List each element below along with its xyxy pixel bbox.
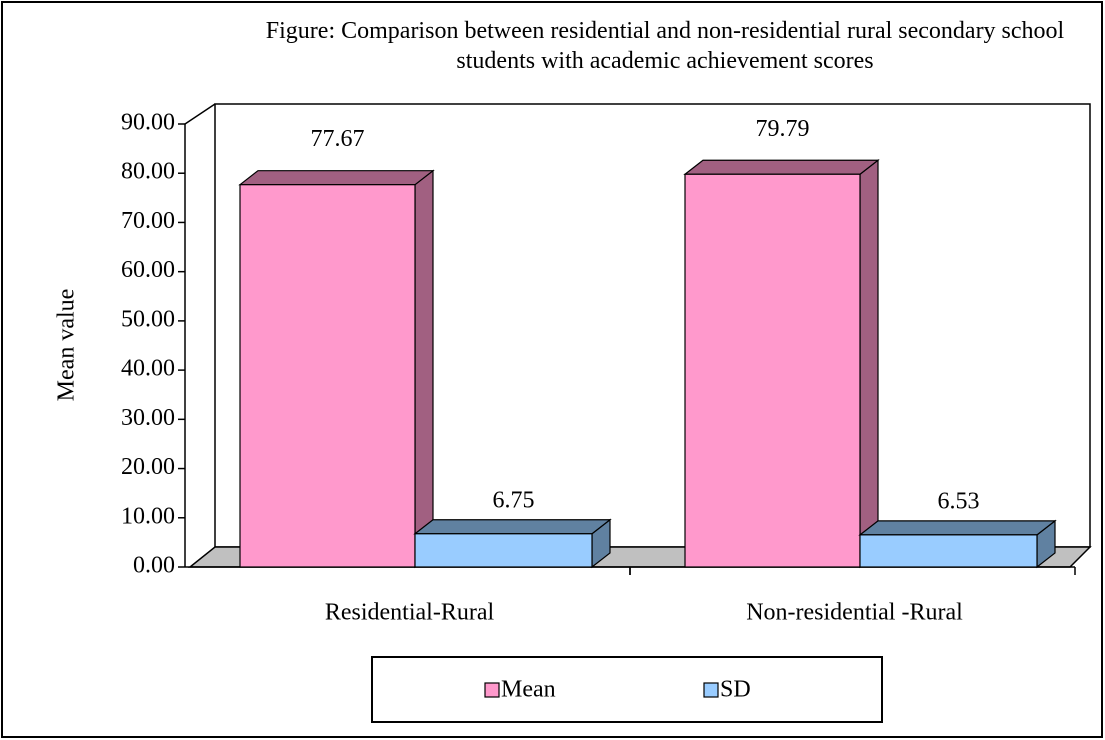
legend-swatch xyxy=(484,682,500,698)
chart-title: Figure: Comparison between residential a… xyxy=(265,18,1065,74)
bar xyxy=(859,534,1038,568)
data-label: 79.79 xyxy=(756,116,810,142)
y-tick-label: 10.00 xyxy=(121,503,175,529)
data-label: 6.53 xyxy=(938,488,980,514)
y-tick-label: 60.00 xyxy=(121,257,175,283)
y-tick-label: 80.00 xyxy=(121,159,175,185)
legend-swatch xyxy=(703,682,719,698)
bar xyxy=(684,173,861,568)
y-tick-label: 90.00 xyxy=(121,110,175,136)
bar-side xyxy=(414,169,434,569)
data-label: 77.67 xyxy=(311,126,365,152)
y-tick-label: 40.00 xyxy=(121,356,175,382)
side-wall xyxy=(184,103,216,125)
y-tick-label: 70.00 xyxy=(121,208,175,234)
legend-label: SD xyxy=(720,677,751,703)
bar-side xyxy=(859,159,879,569)
legend-box xyxy=(371,656,883,723)
data-label: 6.75 xyxy=(493,487,535,513)
y-tick-label: 50.00 xyxy=(121,306,175,332)
y-tick-label: 30.00 xyxy=(121,405,175,431)
bar-top xyxy=(413,519,612,535)
bar-top xyxy=(683,159,880,175)
legend-label: Mean xyxy=(501,677,556,703)
x-tick-label: Residential-Rural xyxy=(325,600,495,626)
bar-top xyxy=(858,520,1057,536)
bar xyxy=(239,184,416,568)
y-tick-label: 20.00 xyxy=(121,454,175,480)
x-tick-label: Non-residential -Rural xyxy=(746,600,963,626)
y-tick-label: 0.00 xyxy=(133,553,175,579)
bar xyxy=(414,533,593,568)
bar-top xyxy=(238,170,435,186)
y-axis-label: Mean value xyxy=(54,289,80,402)
